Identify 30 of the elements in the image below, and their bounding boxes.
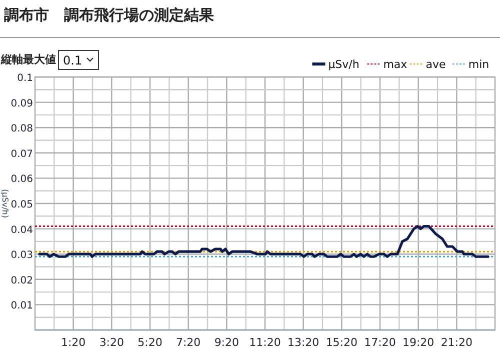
legend-label: max xyxy=(383,58,408,71)
y-tick-label: 0.05 xyxy=(10,200,33,210)
y-tick-label: 0.06 xyxy=(10,174,33,186)
dropdown: 0.1 xyxy=(58,50,99,70)
line-series xyxy=(38,224,490,258)
y-tick-label: 0.02 xyxy=(10,275,33,286)
y-axis-title: (μSv/h) xyxy=(0,189,10,218)
chart-title: 調布市 調布飛行場の測定結果 xyxy=(4,6,215,24)
y-tick-label: 0.01 xyxy=(10,300,33,312)
text: 縦軸最大値 xyxy=(0,53,56,66)
x-tick-label: 5:20 xyxy=(138,336,162,349)
legend-label: ave xyxy=(426,58,446,71)
y-tick-label: 0.1 xyxy=(17,73,33,84)
x-tick-label: 13:20 xyxy=(287,336,320,349)
y-tick-label: 0.07 xyxy=(10,148,33,160)
legend-label: min xyxy=(468,58,490,71)
x-tick-label: 15:20 xyxy=(326,336,358,349)
x-tick-label: 9:20 xyxy=(214,336,240,349)
y-tick-label: 0.04 xyxy=(10,224,33,236)
x-tick-label: 19:20 xyxy=(402,336,434,349)
x-tick-label: 7:20 xyxy=(176,336,201,349)
x-tick-label: 3:20 xyxy=(99,336,124,349)
legend-label: μSv/h xyxy=(328,58,360,71)
x-tick-label: 21:20 xyxy=(440,336,473,349)
y-tick-label: 0.09 xyxy=(10,98,33,110)
x-tick-label: 11:20 xyxy=(249,336,281,349)
x-tick-label: 17:20 xyxy=(364,336,396,349)
y-tick-label: 0.03 xyxy=(10,250,33,262)
y-tick-label: 0.08 xyxy=(10,124,33,135)
x-tick-label: 1:20 xyxy=(60,336,86,349)
